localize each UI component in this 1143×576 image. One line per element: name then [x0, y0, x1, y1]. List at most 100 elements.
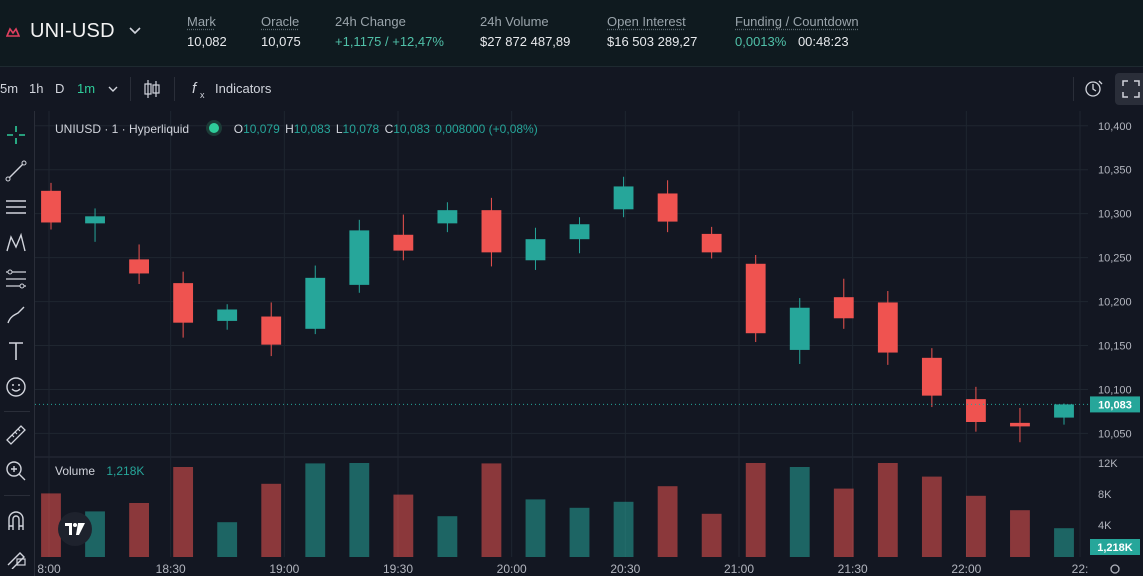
- price-tick-label: 10,150: [1098, 341, 1132, 353]
- price-chart[interactable]: 8:00 18:30 19:00 19:30 20:00 20:30 21:00 21:30 2…: [35, 111, 1088, 576]
- volume-bar: [393, 494, 414, 557]
- funding-values: 0,0013% 00:48:23: [735, 34, 859, 49]
- lock-draw-icon[interactable]: [4, 545, 28, 569]
- volume-bar: [217, 522, 238, 557]
- chevron-down-icon[interactable]: [107, 84, 119, 94]
- indicators-fx-icon[interactable]: f x: [190, 78, 210, 100]
- divider: [1073, 77, 1074, 101]
- symbol-title: UNIUSD · 1 · Hyperliquid: [55, 122, 190, 136]
- zoom-in-icon[interactable]: [4, 459, 28, 483]
- candle-body: [525, 239, 546, 261]
- divider: [130, 77, 131, 101]
- stat-label: Open Interest: [607, 14, 686, 29]
- price-axis-svg: 10,400 10,350 10,300 10,250 10,200 10,150 10,1…: [1088, 121, 1143, 574]
- interval-1m[interactable]: 1m: [77, 81, 96, 96]
- stat-value: +1,1175 / +12,47%: [335, 34, 444, 49]
- interval-1h[interactable]: 1h: [29, 81, 44, 96]
- volume-bar: [41, 493, 61, 557]
- volume-tick-label: 8K: [1098, 489, 1112, 501]
- volume-bar: [789, 467, 810, 557]
- candle-body: [877, 302, 898, 353]
- stat-value: $16 503 289,27: [607, 34, 698, 49]
- stat-funding: Funding / Countdown 0,0013% 00:48:23: [735, 14, 859, 49]
- price-tick-label: 10,300: [1098, 209, 1132, 221]
- divider: [174, 77, 175, 101]
- time-tick-label: 21:00: [724, 562, 754, 576]
- high-label: H: [285, 122, 294, 136]
- volume-bar: [173, 467, 194, 557]
- volume-bar: [833, 488, 854, 557]
- volume-bar: [569, 507, 590, 557]
- time-tick-label: 21:30: [838, 562, 868, 576]
- fullscreen-icon: [1122, 80, 1140, 98]
- chevron-down-icon[interactable]: [128, 26, 142, 36]
- candle-body: [261, 316, 282, 345]
- stat-24h-change: 24h Change +1,1175 / +12,47%: [335, 14, 444, 49]
- volume-bar: [877, 463, 898, 557]
- volume-bar: [1054, 528, 1074, 557]
- stat-open-interest: Open Interest $16 503 289,27: [607, 14, 697, 49]
- divider: [4, 411, 30, 412]
- pattern-icon[interactable]: [4, 231, 28, 255]
- volume-bar: [657, 486, 678, 557]
- market-status-dot: [206, 120, 223, 136]
- time-tick-label: 19:00: [269, 562, 299, 576]
- candle-body: [173, 283, 194, 323]
- brush-icon[interactable]: [4, 303, 28, 327]
- price-tick-label: 10,200: [1098, 297, 1132, 309]
- interval-d[interactable]: D: [55, 81, 65, 96]
- open-label: O: [233, 122, 244, 136]
- close-label: C: [384, 122, 394, 136]
- volume-tick-label: 12K: [1098, 458, 1118, 470]
- fullscreen-button[interactable]: [1115, 73, 1143, 105]
- volume-bar: [1010, 510, 1030, 557]
- crosshair-icon[interactable]: [4, 123, 28, 147]
- price-tick-label: 10,400: [1098, 121, 1132, 133]
- divider: [4, 495, 30, 496]
- price-axis[interactable]: 10,400 10,350 10,300 10,250 10,200 10,150 10,1…: [1088, 111, 1143, 576]
- magnet-icon[interactable]: [4, 509, 28, 533]
- trend-line-icon[interactable]: [4, 159, 28, 183]
- volume-bar: [261, 483, 282, 557]
- stat-24h-volume: 24h Volume $27 872 487,89: [480, 14, 570, 49]
- current-volume-badge: [1090, 539, 1140, 555]
- candle-body: [789, 307, 810, 350]
- candle-body: [1054, 404, 1074, 418]
- fib-icon[interactable]: [4, 267, 28, 291]
- stat-value: 10,075: [261, 34, 301, 49]
- ruler-icon[interactable]: [4, 423, 28, 447]
- interval-5m[interactable]: 5m: [0, 81, 19, 96]
- chart-pane[interactable]: 8:00 18:30 19:00 19:30 20:00 20:30 21:00 21:30 2…: [35, 111, 1088, 576]
- funding-countdown: 00:48:23: [797, 34, 849, 49]
- stat-label: Funding / Countdown: [735, 14, 859, 29]
- pair-selector[interactable]: UNI-USD: [30, 20, 115, 42]
- high-value: 10,083: [293, 122, 331, 136]
- horizontal-lines-icon[interactable]: [4, 195, 28, 219]
- text-icon[interactable]: [4, 339, 28, 363]
- time-tick-label: 20:30: [610, 562, 640, 576]
- market-header: UNI-USD Mark 10,082 Oracle 10,075 24h Ch…: [0, 0, 1143, 64]
- time-tick-label: 18:30: [156, 562, 186, 576]
- stat-mark: Mark 10,082: [187, 14, 227, 49]
- stat-value: 10,082: [187, 34, 227, 49]
- candle-style-icon[interactable]: [143, 78, 161, 100]
- volume-bar: [481, 463, 502, 557]
- tradingview-logo[interactable]: [58, 512, 92, 546]
- current-price-badge: [1090, 396, 1140, 413]
- svg-text:f: f: [192, 80, 198, 97]
- stat-value: $27 872 487,89: [480, 34, 571, 49]
- tradingview-logo-icon: [65, 523, 85, 535]
- volume-label: Volume: [55, 464, 96, 478]
- alert-clock-icon[interactable]: [1083, 78, 1105, 100]
- settings-icon: [1110, 564, 1120, 574]
- emoji-icon[interactable]: [4, 375, 28, 399]
- volume-bar: [745, 463, 766, 557]
- low-value: 10,078: [342, 122, 380, 136]
- candle-body: [569, 224, 590, 240]
- volume-bar: [437, 516, 458, 557]
- indicators-button[interactable]: Indicators: [215, 81, 272, 96]
- candle-body: [393, 234, 414, 251]
- drawing-toolbar: [0, 111, 35, 576]
- volume-bar: [129, 503, 149, 557]
- stat-label: 24h Volume: [480, 14, 549, 29]
